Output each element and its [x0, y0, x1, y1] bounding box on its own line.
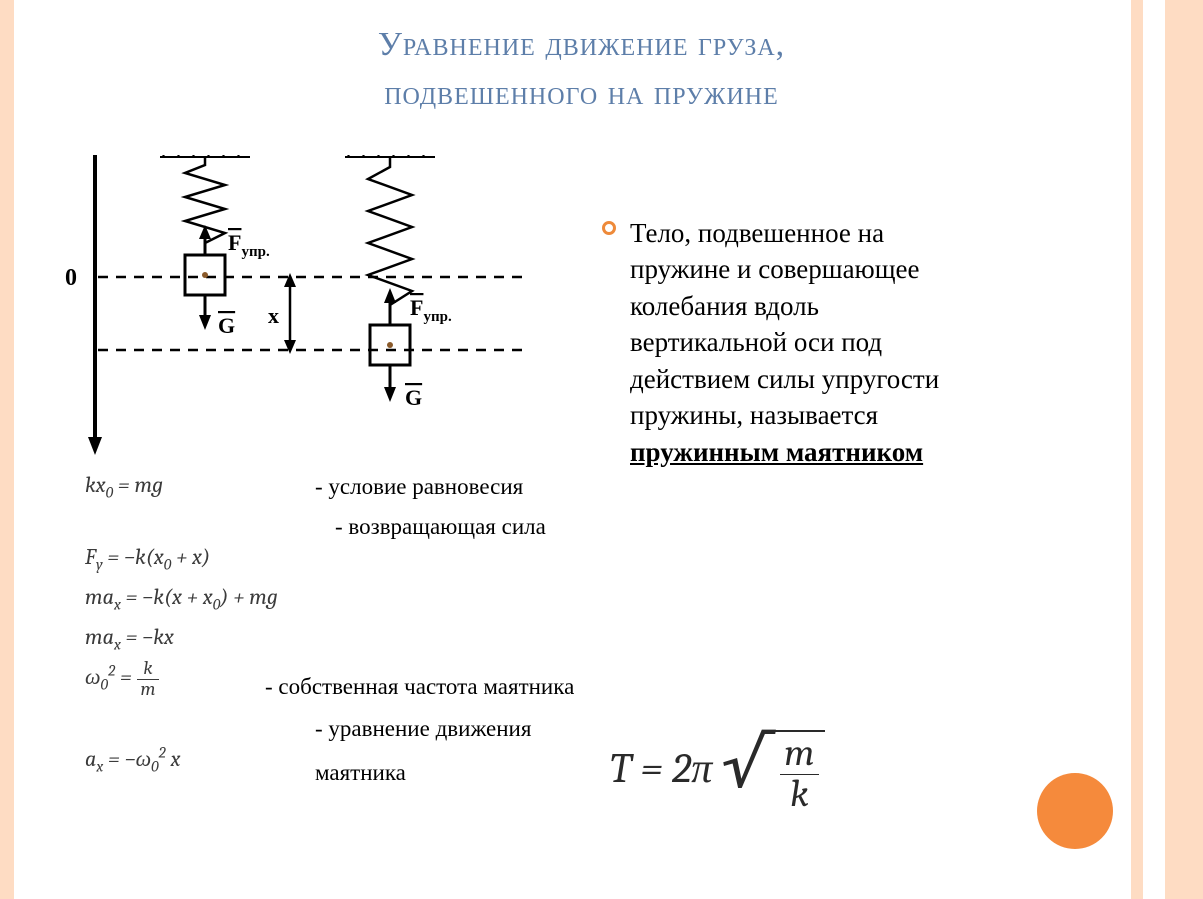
- period-prefix: T = 2π: [610, 744, 712, 793]
- period-formula: T = 2π √ m k: [610, 730, 825, 814]
- eq-5: ω02 = km - собственная частота маятника: [85, 657, 585, 707]
- right-F-sub: упр.: [423, 309, 451, 325]
- eq5-math: ω02 = km: [85, 664, 159, 690]
- eq-6-label-row: - уравнение движения маятника: [85, 707, 585, 739]
- left-G-label: G: [218, 313, 235, 338]
- decor-stripe-right-inner: [1131, 0, 1143, 899]
- eq2-math: Fy = −k(x0 + x): [85, 544, 210, 570]
- equations-block: kx0 = mg - условие равновесия - возвраща…: [85, 465, 585, 779]
- def-line-3: вертикальной оси под: [630, 327, 882, 357]
- eq1-math: kx0 = mg: [85, 472, 163, 498]
- left-F-label: Fупр.: [228, 230, 270, 260]
- title-line-1: Уравнение движение груза,: [378, 26, 785, 63]
- decor-stripe-left: [0, 0, 14, 899]
- definition-text: Тело, подвешенное на пружине и совершающ…: [630, 215, 1120, 470]
- title-line-2: подвешенного на пружине: [384, 75, 779, 112]
- eq-2: Fy = −k(x0 + x): [85, 537, 585, 577]
- eq3-math: max = −k(x + x0) + mg: [85, 584, 278, 610]
- eq-4: max = −kx: [85, 617, 585, 657]
- eq1-label: - условие равновесия: [315, 465, 523, 509]
- def-line-2: колебания вдоль: [630, 291, 819, 321]
- eq-1: kx0 = mg - условие равновесия: [85, 465, 585, 505]
- def-line-5: пружины, называется: [630, 400, 878, 430]
- eq5-den: m: [141, 678, 156, 700]
- eq-2-label-row: - возвращающая сила: [85, 505, 585, 537]
- eq5-label: - собственная частота маятника: [265, 665, 574, 709]
- decor-stripe-right-gap: [1143, 0, 1165, 899]
- bullet-icon: [602, 221, 616, 235]
- decor-stripe-right-outer: [1165, 0, 1203, 899]
- slide: Уравнение движение груза, подвешенного н…: [0, 0, 1203, 899]
- def-line-0: Тело, подвешенное на: [630, 218, 884, 248]
- period-den: k: [780, 775, 818, 815]
- eq5-num: k: [143, 657, 152, 679]
- right-F-label: Fупр.: [410, 295, 452, 325]
- eq-6: ax = −ω02 x: [85, 739, 585, 779]
- period-num: m: [780, 734, 818, 775]
- diagram-svg: 0: [60, 155, 540, 455]
- left-F-sub: упр.: [241, 244, 269, 260]
- def-line-1: пружине и совершающее: [630, 254, 920, 284]
- x-label: x: [268, 303, 279, 328]
- eq-3: max = −k(x + x0) + mg: [85, 577, 585, 617]
- spring-diagram: 0: [60, 155, 540, 455]
- right-G-label: G: [405, 385, 422, 410]
- eq4-math: max = −kx: [85, 624, 174, 650]
- def-line-4: действием силы упругости: [630, 364, 939, 394]
- slide-title: Уравнение движение груза, подвешенного н…: [60, 20, 1103, 119]
- eq6-math: ax = −ω02 x: [85, 746, 180, 772]
- def-emphasis: пружинным маятником: [630, 437, 923, 467]
- decor-circle-icon: [1037, 773, 1113, 849]
- sqrt-icon: √ m k: [722, 730, 825, 814]
- axis-origin-label: 0: [65, 265, 77, 291]
